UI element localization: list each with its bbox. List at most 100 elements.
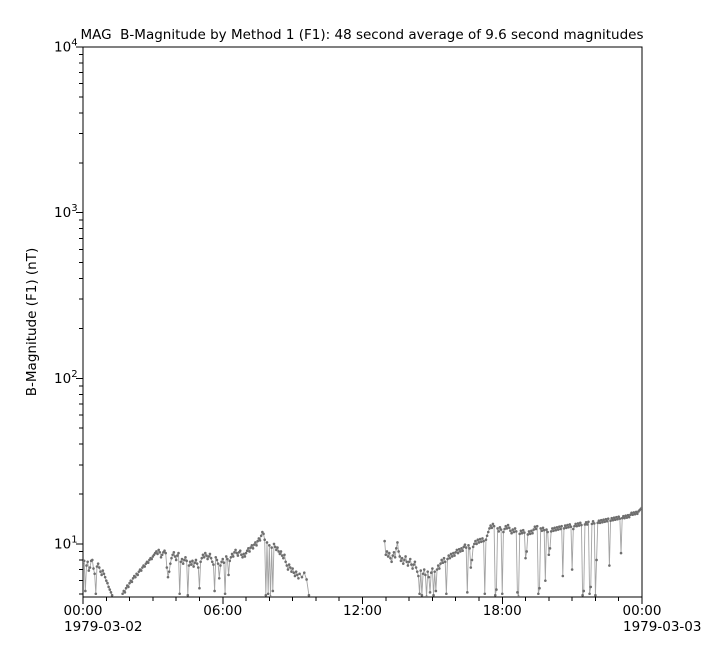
data-point — [266, 592, 270, 596]
data-point — [434, 589, 438, 593]
data-point — [176, 554, 179, 557]
data-point — [187, 564, 191, 567]
data-point — [523, 531, 526, 534]
data-point — [596, 521, 600, 525]
data-point — [242, 552, 246, 556]
data-point — [484, 538, 488, 542]
data-point — [227, 573, 230, 577]
data-point — [254, 541, 257, 544]
data-point — [554, 528, 558, 532]
data-point — [631, 513, 634, 517]
data-point — [503, 527, 506, 531]
data-point — [124, 586, 128, 590]
data-point — [195, 562, 199, 565]
data-point — [432, 593, 435, 597]
data-point — [205, 554, 208, 557]
data-point — [519, 529, 523, 533]
data-point — [228, 559, 232, 563]
data-point — [633, 512, 637, 516]
data-point — [517, 595, 520, 597]
data-point — [390, 560, 393, 564]
data-point — [298, 572, 301, 576]
data-point — [86, 560, 89, 564]
data-point — [545, 528, 548, 531]
data-point — [489, 524, 492, 527]
data-point — [433, 570, 437, 573]
data-point — [83, 559, 86, 563]
data-point — [611, 518, 615, 522]
data-point — [235, 551, 239, 555]
x-tick-label: 18:00 — [483, 603, 522, 619]
data-point — [300, 575, 304, 579]
data-point — [492, 524, 496, 528]
data-point — [526, 533, 530, 536]
data-point — [634, 510, 638, 514]
data-point — [392, 550, 396, 554]
data-point — [196, 566, 200, 569]
data-point — [229, 556, 233, 559]
data-point — [206, 557, 209, 561]
data-point — [424, 573, 427, 577]
data-point — [461, 549, 464, 552]
data-point — [573, 524, 576, 528]
data-point — [193, 561, 197, 564]
data-point — [580, 523, 583, 527]
data-point — [159, 556, 163, 559]
data-point — [277, 550, 280, 553]
data-point — [555, 525, 559, 529]
data-point — [269, 595, 272, 597]
data-point — [216, 562, 220, 565]
data-point — [243, 555, 247, 558]
data-point — [201, 553, 205, 557]
data-point — [584, 521, 588, 524]
data-point — [521, 528, 525, 532]
data-point — [623, 516, 626, 520]
data-point — [582, 589, 586, 593]
data-point — [200, 556, 204, 560]
data-point — [479, 540, 483, 544]
data-point — [568, 523, 572, 526]
data-point — [93, 572, 96, 576]
data-point — [548, 547, 552, 550]
data-point — [212, 563, 215, 566]
data-point — [222, 561, 226, 564]
data-point — [106, 581, 109, 585]
data-point — [241, 556, 244, 559]
data-point — [599, 518, 603, 522]
data-point — [252, 543, 256, 546]
data-point — [186, 593, 190, 597]
data-point — [287, 563, 291, 566]
data-point — [103, 575, 107, 579]
data-point — [571, 527, 575, 531]
data-point — [620, 516, 624, 520]
data-point — [498, 525, 502, 529]
data-point — [486, 530, 490, 534]
data-point — [250, 544, 254, 547]
data-point — [248, 550, 251, 553]
data-point — [183, 558, 186, 562]
data-point — [471, 545, 475, 549]
data-point — [387, 551, 391, 555]
data-point — [504, 524, 508, 528]
data-point — [403, 558, 406, 562]
data-point — [442, 556, 446, 560]
data-point — [507, 526, 511, 530]
data-point — [286, 568, 290, 571]
data-point — [547, 553, 551, 557]
data-point — [441, 561, 445, 564]
data-point — [426, 570, 430, 573]
data-point — [588, 592, 591, 596]
data-point — [285, 564, 289, 567]
data-point — [567, 525, 570, 529]
data-point — [414, 566, 418, 569]
data-point — [435, 568, 439, 571]
data-point — [139, 569, 143, 572]
data-point — [163, 549, 166, 552]
data-point — [411, 567, 414, 570]
data-point — [532, 528, 535, 531]
data-point — [230, 552, 234, 556]
data-point — [514, 530, 518, 533]
data-point — [85, 564, 88, 567]
data-point — [609, 519, 612, 523]
data-point — [476, 538, 480, 542]
